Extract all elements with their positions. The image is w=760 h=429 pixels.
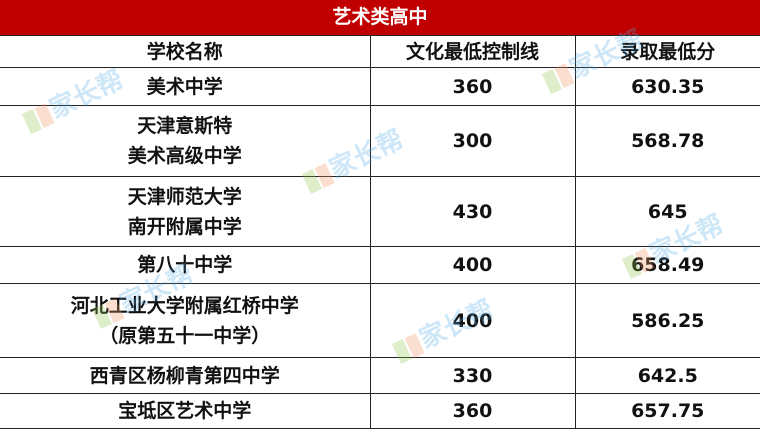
- control-line: 400: [369, 283, 576, 358]
- school-name-line: （原第五十一中学）: [99, 324, 271, 347]
- table-row: 天津师范大学 南开附属中学 430 645: [0, 176, 760, 247]
- control-line: 300: [369, 105, 576, 177]
- header-school: 学校名称: [0, 35, 371, 68]
- table-row: 天津意斯特美术高级中学 300 568.78: [0, 105, 760, 177]
- control-line: 360: [369, 67, 576, 106]
- control-line: 360: [369, 393, 576, 429]
- header-control-line: 文化最低控制线: [369, 35, 576, 68]
- art-schools-table: 学校名称 文化最低控制线 录取最低分 美术中学 360 630.35 天津意斯特…: [0, 35, 760, 429]
- school-name: 美术中学: [0, 67, 371, 106]
- header-row: 学校名称 文化最低控制线 录取最低分: [0, 35, 760, 68]
- table-row: 第八十中学 400 658.49: [0, 246, 760, 284]
- school-name: 天津师范大学 南开附属中学: [0, 176, 371, 247]
- min-score: 586.25: [574, 283, 760, 358]
- school-name-line: 河北工业大学附属红桥中学: [70, 294, 299, 317]
- min-score: 630.35: [574, 67, 760, 106]
- school-name-line: 西青区杨柳青第四中学: [89, 364, 280, 387]
- school-name-line: 天津意斯特: [137, 115, 233, 137]
- school-name-line: 第八十中学: [137, 254, 233, 276]
- table-row: 河北工业大学附属红桥中学 （原第五十一中学） 400 586.25: [0, 283, 760, 358]
- control-line: 330: [369, 357, 576, 394]
- school-name: 河北工业大学附属红桥中学 （原第五十一中学）: [0, 283, 371, 358]
- school-name: 西青区杨柳青第四中学: [0, 357, 371, 394]
- school-name-line: 天津师范大学: [127, 185, 242, 208]
- school-name: 天津意斯特美术高级中学: [0, 105, 371, 177]
- table-row: 美术中学 360 630.35: [0, 67, 760, 106]
- control-line: 400: [369, 246, 576, 284]
- school-name-line: 美术中学: [146, 75, 223, 98]
- control-line: 430: [369, 176, 576, 247]
- min-score: 645: [574, 176, 760, 247]
- school-name-line: 美术高级中学: [127, 145, 242, 167]
- min-score: 658.49: [574, 246, 760, 284]
- min-score: 657.75: [574, 393, 760, 429]
- min-score: 642.5: [574, 357, 760, 394]
- min-score: 568.78: [574, 105, 760, 177]
- table-row: 宝坻区艺术中学 360 657.75: [0, 393, 760, 429]
- school-name-line: 宝坻区艺术中学: [118, 400, 252, 422]
- school-name-line: 南开附属中学: [127, 215, 242, 238]
- school-name: 宝坻区艺术中学: [0, 393, 371, 429]
- table-row: 西青区杨柳青第四中学 330 642.5: [0, 357, 760, 394]
- table-title: 艺术类高中: [0, 0, 760, 35]
- school-name: 第八十中学: [0, 246, 371, 284]
- header-min-score: 录取最低分: [574, 35, 760, 68]
